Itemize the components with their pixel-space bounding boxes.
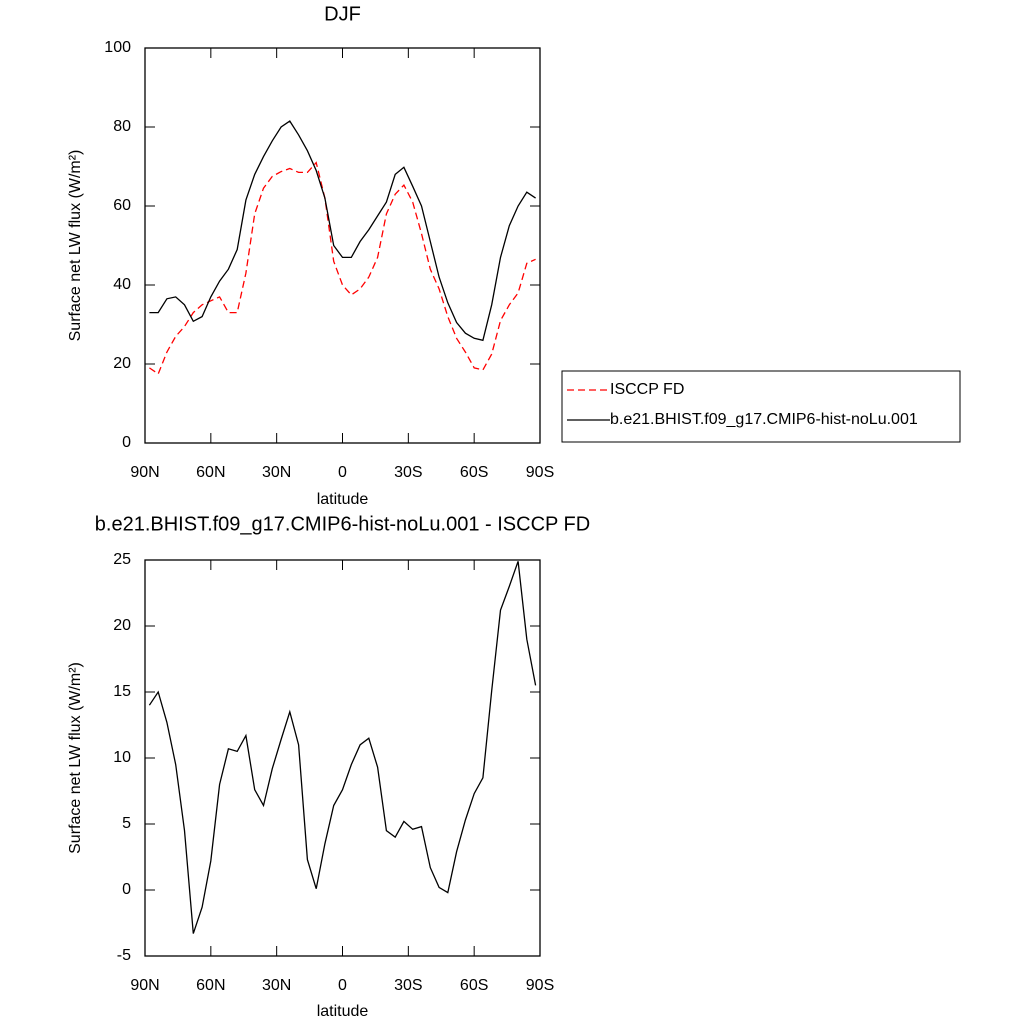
x-tick-label: 30S — [394, 977, 422, 994]
x-tick-label: 90S — [526, 977, 554, 994]
data-line — [149, 120, 536, 342]
x-axis-label: latitude — [317, 491, 369, 508]
plot-frame — [144, 47, 541, 444]
legend-label: b.e21.BHIST.f09_g17.CMIP6-hist-noLu.001 — [610, 411, 918, 428]
data-line — [148, 561, 537, 934]
x-tick-label: 30N — [262, 977, 291, 994]
y-tick-label: 20 — [113, 355, 131, 372]
legend-box — [561, 370, 961, 443]
y-tick-label: 100 — [104, 39, 131, 56]
y-tick-label: 80 — [113, 118, 131, 135]
plot-frame — [144, 559, 541, 957]
x-tick-label: 90N — [130, 464, 159, 481]
y-tick-label: 60 — [113, 197, 131, 214]
y-tick-label: -5 — [117, 947, 131, 964]
y-tick-label: 40 — [113, 276, 131, 293]
y-axis-label: Surface net LW flux (W/m²) — [67, 150, 84, 342]
x-tick-label: 0 — [338, 977, 347, 994]
y-tick-label: 5 — [122, 815, 131, 832]
legend-label: ISCCP FD — [610, 381, 684, 398]
x-tick-label: 60S — [460, 977, 488, 994]
x-tick-label: 90S — [526, 464, 554, 481]
x-tick-label: 30N — [262, 464, 291, 481]
y-tick-label: 0 — [122, 434, 131, 451]
data-line — [149, 161, 536, 375]
y-tick-label: 0 — [122, 881, 131, 898]
chart-title: b.e21.BHIST.f09_g17.CMIP6-hist-noLu.001 … — [95, 513, 590, 535]
y-tick-label: 15 — [113, 683, 131, 700]
x-axis-label: latitude — [317, 1003, 369, 1020]
x-tick-label: 90N — [130, 977, 159, 994]
x-tick-label: 30S — [394, 464, 422, 481]
y-axis-label: Surface net LW flux (W/m²) — [67, 662, 84, 854]
x-tick-label: 60N — [196, 464, 225, 481]
y-tick-label: 25 — [113, 551, 131, 568]
x-tick-label: 60S — [460, 464, 488, 481]
x-tick-label: 60N — [196, 977, 225, 994]
y-tick-label: 20 — [113, 617, 131, 634]
x-tick-label: 0 — [338, 464, 347, 481]
chart-title: DJF — [324, 3, 361, 25]
y-tick-label: 10 — [113, 749, 131, 766]
